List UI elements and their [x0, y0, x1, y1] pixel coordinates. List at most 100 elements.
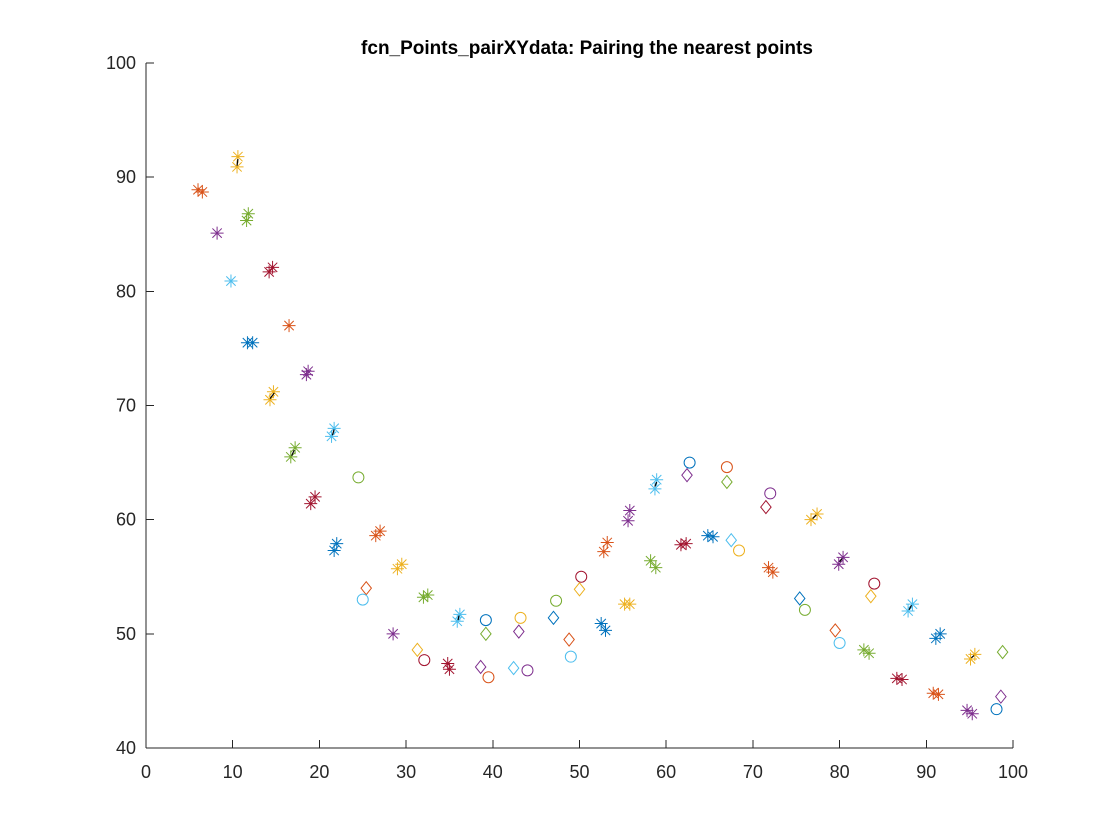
data-point-star [325, 429, 339, 443]
data-point-star [284, 450, 298, 464]
data-point-star [621, 514, 635, 528]
data-point-star [644, 554, 658, 568]
data-point-star [416, 590, 430, 604]
data-point-star [262, 265, 276, 279]
data-point-star [905, 597, 919, 611]
data-point-star [964, 652, 978, 666]
data-point-star [246, 336, 260, 350]
data-point-diamond [721, 474, 733, 490]
pair-line [236, 158, 239, 166]
data-point-diamond [474, 659, 487, 675]
data-point-circle [514, 611, 527, 624]
data-point-star [241, 207, 255, 221]
y-tick-label: 100 [106, 53, 136, 73]
data-point-diamond [512, 624, 525, 639]
data-point-star [650, 473, 664, 487]
data-point-star [301, 364, 315, 378]
data-point-diamond [864, 588, 877, 604]
data-point-star [960, 703, 974, 717]
data-point-star [390, 562, 404, 576]
data-point-circle [356, 593, 369, 606]
data-point-star [895, 673, 909, 686]
y-tick-label: 50 [116, 624, 136, 644]
data-point-star [965, 707, 979, 721]
data-point-circle [521, 664, 534, 677]
pair-line [269, 392, 275, 400]
data-point-star [386, 627, 400, 641]
pair-line [457, 615, 460, 621]
data-point-star [890, 671, 904, 685]
data-point-star [231, 150, 245, 164]
data-point-star [810, 507, 824, 521]
data-point-circle [575, 570, 588, 583]
x-tick-label: 60 [656, 762, 676, 782]
data-point-star [597, 545, 611, 559]
data-point-star [862, 646, 876, 660]
x-tick-label: 40 [483, 762, 503, 782]
data-point-star [594, 617, 608, 631]
data-point-star [648, 482, 662, 496]
data-point-star [442, 662, 456, 676]
data-point-star [857, 643, 871, 657]
data-point-star [929, 631, 943, 645]
data-point-star [210, 226, 224, 240]
data-point-diamond [996, 644, 1009, 660]
pair-line [839, 558, 843, 563]
x-tick-label: 70 [743, 762, 763, 782]
pair-line [812, 514, 817, 519]
y-tick-label: 60 [116, 510, 136, 530]
x-axis: 0 10 20 30 40 50 60 70 80 90 100 [141, 740, 1028, 782]
data-point-star [901, 604, 915, 618]
data-point-star [330, 537, 344, 551]
pair-lines [236, 158, 975, 659]
data-point-circle [418, 654, 431, 667]
y-tick-label: 70 [116, 396, 136, 416]
data-point-star [308, 490, 322, 504]
data-point-star [450, 614, 464, 628]
data-point-star [766, 565, 780, 579]
pair-line [291, 449, 295, 456]
data-point-circle [990, 703, 1003, 716]
data-point-star [299, 368, 313, 382]
data-point-diamond [573, 582, 586, 597]
x-tick-label: 80 [830, 762, 850, 782]
data-point-star [263, 393, 277, 407]
data-point-circle [482, 671, 495, 684]
data-point-star [288, 441, 302, 455]
data-point-star [623, 504, 637, 518]
data-point-star [266, 385, 280, 399]
data-point-diamond [547, 610, 560, 626]
x-tick-label: 20 [309, 762, 329, 782]
data-point-star [191, 183, 205, 197]
plot-area [191, 150, 1009, 721]
data-point-star [832, 557, 846, 571]
data-point-circle [352, 471, 365, 484]
data-point-star [240, 214, 254, 228]
data-point-diamond [563, 632, 575, 647]
data-point-star [369, 529, 383, 543]
data-point-star [327, 543, 341, 557]
data-point-star [441, 657, 455, 671]
data-point-diamond [829, 623, 842, 638]
pair-line [908, 604, 913, 611]
data-point-star [600, 536, 614, 549]
chart-title: fcn_Points_pairXYdata: Pairing the neare… [361, 38, 813, 59]
data-point-diamond [995, 689, 1007, 704]
x-tick-label: 50 [569, 762, 589, 782]
data-point-diamond [793, 591, 806, 606]
y-tick-label: 90 [116, 167, 136, 187]
data-point-star [701, 529, 715, 543]
data-point-star [599, 623, 613, 637]
data-point-star [282, 319, 296, 333]
data-point-star [224, 274, 238, 288]
data-point-circle [764, 487, 777, 500]
data-point-star [453, 607, 467, 621]
data-point-star [836, 550, 850, 564]
data-point-diamond [507, 660, 520, 676]
x-tick-label: 90 [916, 762, 936, 782]
data-point-diamond [760, 499, 772, 515]
data-point-star [266, 260, 280, 274]
y-axis: 40 50 60 70 80 90 100 [106, 53, 154, 758]
data-point-diamond [480, 626, 492, 642]
